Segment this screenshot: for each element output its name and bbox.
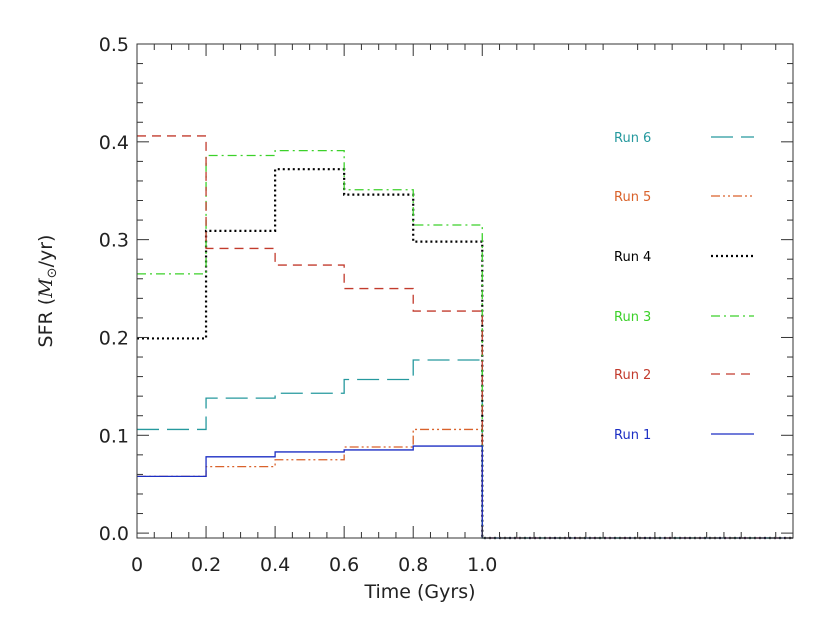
x-tick-label: 0 bbox=[131, 554, 143, 576]
legend-label: Run 6 bbox=[614, 131, 651, 146]
y-axis-label-prefix: SFR ( bbox=[35, 298, 57, 348]
x-tick-label: 0.6 bbox=[329, 554, 359, 576]
legend-label: Run 4 bbox=[614, 250, 651, 265]
series-line-run-3 bbox=[137, 149, 793, 539]
y-tick-label: 0.1 bbox=[99, 425, 129, 447]
y-axis-label-symbol: M bbox=[35, 278, 57, 299]
y-tick-label: 0.3 bbox=[99, 230, 129, 252]
x-tick-label: 0.2 bbox=[191, 554, 221, 576]
y-tick-label: 0.4 bbox=[99, 132, 129, 154]
x-tick-label: 1.0 bbox=[467, 554, 497, 576]
series-line-run-4 bbox=[137, 168, 793, 540]
legend: Run 6 Run 5 Run 4 Run 3 Run 2 Run 1 bbox=[614, 131, 754, 443]
series-line-run-2 bbox=[137, 135, 793, 539]
series-layer bbox=[137, 135, 793, 540]
y-tick-label: 0.5 bbox=[99, 34, 129, 56]
legend-label: Run 5 bbox=[614, 190, 651, 205]
y-axis-label: SFR (M⊙/yr) bbox=[35, 235, 60, 348]
series-line-run-6 bbox=[137, 359, 793, 539]
series-line-run-1 bbox=[137, 445, 793, 539]
x-tick-label: 0.4 bbox=[260, 554, 290, 576]
legend-label: Run 1 bbox=[614, 428, 651, 443]
legend-label: Run 2 bbox=[614, 368, 651, 383]
y-tick-label: 0.0 bbox=[99, 523, 129, 545]
legend-label: Run 3 bbox=[614, 310, 651, 325]
axes: 0 0.2 0.4 0.6 0.8 1.0 0.0 0.1 0.2 0.3 0.4 0.5 bbox=[99, 34, 793, 576]
y-tick-label: 0.2 bbox=[99, 327, 129, 349]
x-tick-label: 0.8 bbox=[398, 554, 428, 576]
x-axis-label: Time (Gyrs) bbox=[363, 581, 475, 603]
y-axis-label-suffix: /yr) bbox=[35, 235, 57, 268]
y-axis-label-sub: ⊙ bbox=[45, 267, 60, 278]
plot-frame bbox=[136, 43, 794, 539]
